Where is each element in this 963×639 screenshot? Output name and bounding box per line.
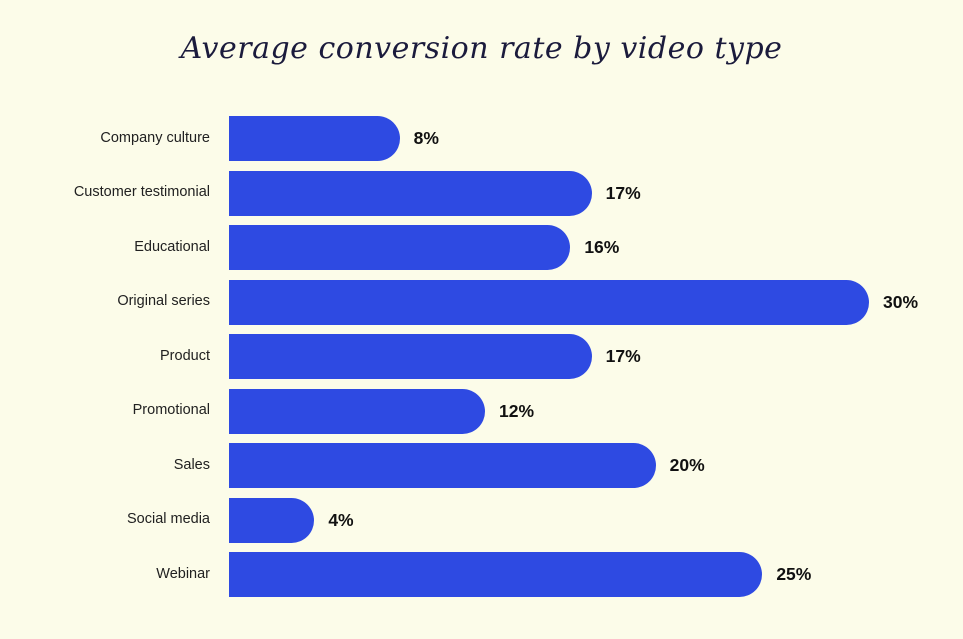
- chart-row: Original series 30%: [0, 279, 919, 325]
- bar-chart: Company culture 8% Customer testimonial …: [0, 116, 918, 597]
- value-label: 12%: [499, 400, 535, 421]
- chart-row: Promotional 12%: [0, 388, 918, 434]
- bar: [229, 497, 315, 543]
- value-label: 17%: [605, 346, 641, 366]
- value-label: 25%: [776, 564, 812, 584]
- chart-row: Company culture 8%: [0, 116, 918, 161]
- chart-row: Sales 20%: [0, 443, 918, 488]
- value-label: 16%: [584, 237, 620, 257]
- value-label: 30%: [883, 291, 919, 312]
- chart-row: Product 17%: [0, 334, 918, 379]
- bar: [229, 388, 485, 434]
- chart-row: Social media 4%: [0, 497, 918, 543]
- category-label: Company culture: [100, 129, 210, 146]
- value-label: 20%: [669, 455, 705, 475]
- category-label: Educational: [134, 238, 210, 255]
- bar: [229, 225, 571, 270]
- category-label: Sales: [173, 456, 210, 473]
- category-label: Social media: [126, 511, 210, 528]
- bar: [229, 279, 869, 325]
- category-label: Original series: [117, 293, 210, 310]
- bar: [229, 552, 763, 597]
- category-label: Promotional: [132, 402, 210, 419]
- bar: [229, 443, 656, 488]
- value-label: 4%: [328, 509, 354, 530]
- bar: [229, 116, 400, 161]
- chart-title: Average conversion rate by video type: [180, 31, 783, 66]
- value-label: 8%: [413, 128, 439, 148]
- chart-row: Webinar 25%: [0, 552, 918, 597]
- chart-row: Customer testimonial 17%: [0, 170, 918, 216]
- category-label: Webinar: [156, 565, 210, 582]
- category-label: Customer testimonial: [73, 184, 210, 201]
- chart-row: Educational 16%: [0, 225, 918, 270]
- value-label: 17%: [605, 182, 641, 203]
- bar: [229, 170, 592, 216]
- category-label: Product: [160, 347, 210, 364]
- bar: [229, 334, 592, 379]
